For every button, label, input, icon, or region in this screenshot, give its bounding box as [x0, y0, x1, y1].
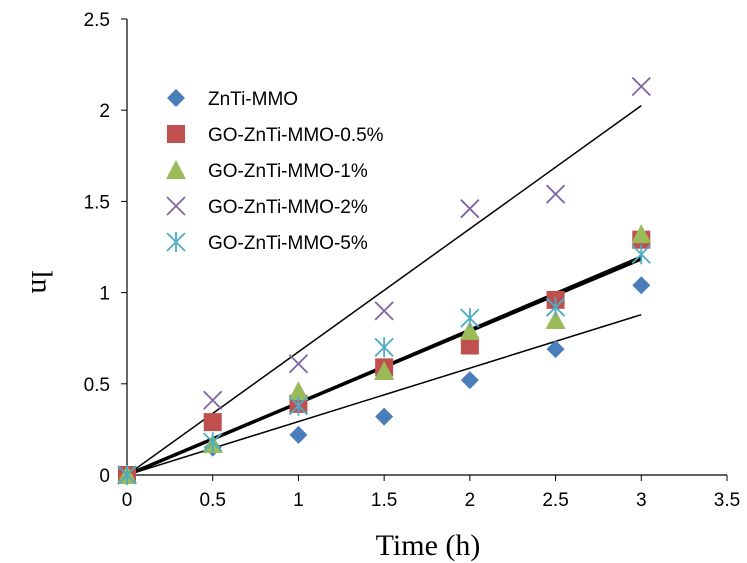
legend: ZnTi-MMO GO-ZnTi-MMO-0.5% GO-ZnTi-MMO-1% GO… — [166, 89, 384, 254]
data-point — [288, 381, 309, 401]
data-point — [631, 76, 651, 97]
data-point — [460, 371, 479, 390]
y-tick-label: 0.5 — [84, 375, 110, 396]
x-tick-label: 2 — [465, 490, 476, 511]
x-axis-title: Time (h) — [376, 529, 481, 562]
legend-marker — [166, 160, 186, 179]
x-tick-label: 3 — [636, 490, 647, 511]
x-tick-label: 1 — [293, 490, 304, 511]
legend-marker — [166, 232, 186, 252]
data-point — [545, 297, 566, 318]
data-point — [203, 413, 222, 432]
legend-label: GO-ZnTi-MMO-5% — [208, 233, 368, 254]
data-point — [546, 340, 565, 359]
y-tick-label: 0 — [99, 466, 110, 487]
legend-label: GO-ZnTi-MMO-1% — [208, 161, 368, 182]
y-tick-label: 1 — [99, 284, 110, 305]
legend-marker — [166, 196, 186, 216]
data-point — [631, 224, 652, 244]
data-point — [289, 425, 308, 444]
y-axis-title: ln — [25, 270, 58, 293]
data-point — [545, 184, 566, 204]
data-point — [288, 395, 309, 416]
data-point — [460, 336, 479, 355]
data-markers — [117, 76, 652, 485]
data-point — [288, 354, 309, 374]
data-point — [117, 465, 137, 485]
data-point — [203, 432, 223, 453]
axes: 0 0.5 1 1.5 2 2.5 3 3.5 0 0.5 1 1.5 2 2.5 — [84, 10, 741, 511]
legend-marker — [167, 125, 185, 143]
data-point — [545, 309, 566, 329]
data-point — [374, 301, 394, 321]
data-point — [632, 276, 651, 295]
x-tick-label: 0 — [122, 490, 133, 511]
legend-label: GO-ZnTi-MMO-2% — [208, 197, 368, 218]
x-tick-label: 0.5 — [200, 490, 226, 511]
data-point — [374, 361, 395, 381]
data-point — [459, 320, 480, 340]
x-tick-label: 3.5 — [714, 490, 740, 511]
data-point — [375, 407, 394, 426]
y-tick-label: 2 — [99, 101, 110, 122]
data-point — [203, 390, 223, 410]
y-tick-label: 2.5 — [84, 10, 110, 31]
legend-label: ZnTi-MMO — [208, 89, 298, 110]
data-point — [460, 308, 480, 329]
y-tick-label: 1.5 — [84, 192, 110, 213]
data-point — [374, 337, 394, 358]
data-point — [631, 244, 651, 265]
data-point — [460, 199, 480, 219]
x-tick-label: 1.5 — [371, 490, 397, 511]
legend-label: GO-ZnTi-MMO-0.5% — [208, 125, 384, 146]
legend-marker — [167, 89, 185, 107]
x-tick-label: 2.5 — [542, 490, 568, 511]
